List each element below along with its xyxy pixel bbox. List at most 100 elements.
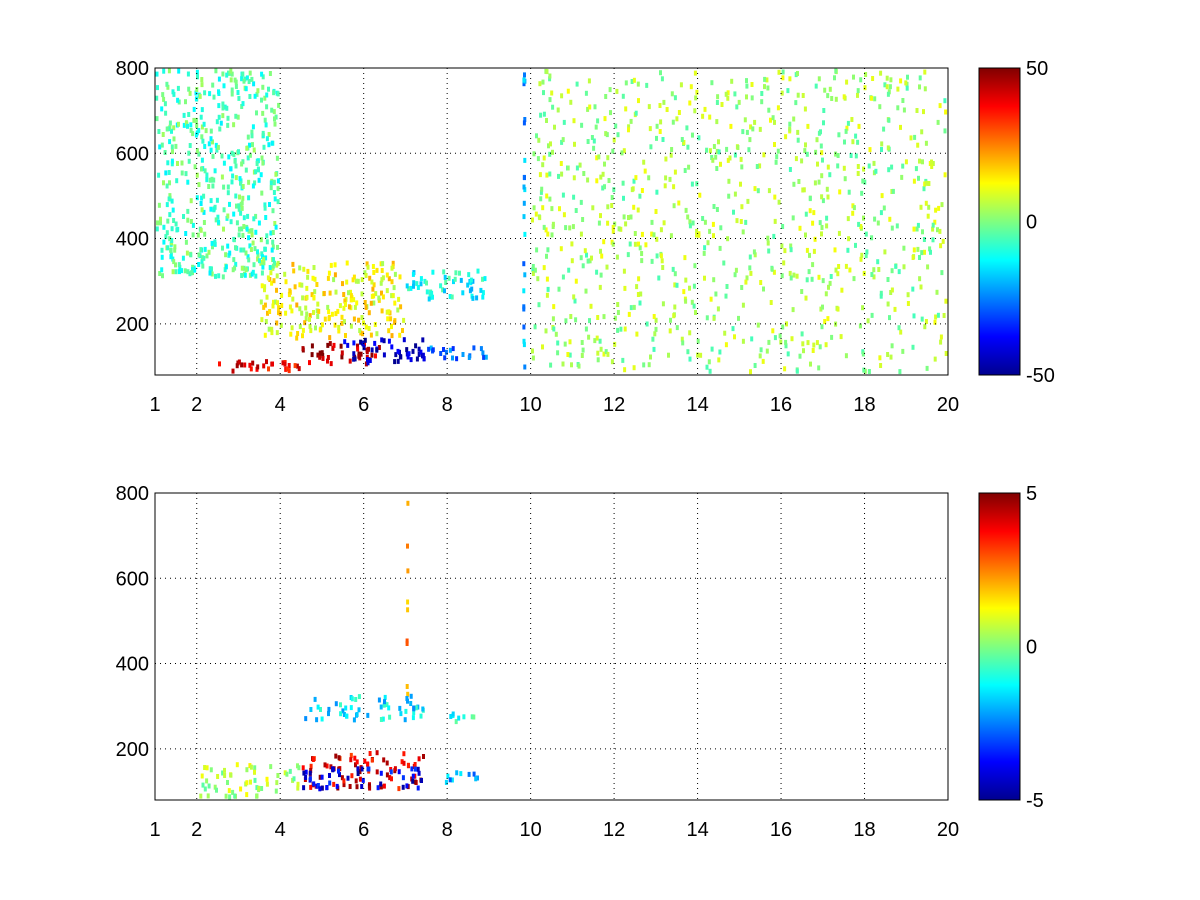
heatmap-cell — [693, 263, 697, 269]
heatmap-cell — [217, 103, 221, 109]
heatmap-cell — [636, 292, 640, 297]
heatmap-cell — [265, 294, 269, 300]
heatmap-cell — [451, 711, 455, 717]
heatmap-cell — [889, 77, 893, 83]
heatmap-cell — [223, 773, 227, 778]
heatmap-cell — [470, 714, 474, 720]
heatmap-cell — [200, 157, 204, 163]
heatmap-cell — [590, 255, 593, 261]
heatmap-cell — [174, 143, 178, 149]
heatmap-cell — [195, 195, 199, 201]
heatmap-cell — [701, 113, 705, 119]
heatmap-cell — [726, 90, 730, 96]
heatmap-cell — [690, 299, 694, 305]
heatmap-cell — [703, 219, 707, 225]
heatmap-cell — [393, 359, 397, 365]
heatmap-cell — [355, 784, 359, 790]
heatmap-cell — [251, 183, 255, 189]
heatmap-cell — [638, 193, 642, 199]
heatmap-cell — [285, 366, 289, 372]
heatmap-cell — [842, 165, 846, 171]
heatmap-cell — [926, 264, 930, 270]
heatmap-cell — [697, 231, 701, 237]
heatmap-cell — [220, 153, 224, 159]
heatmap-cell — [848, 267, 852, 273]
heatmap-cell — [616, 302, 620, 307]
heatmap-cell — [259, 299, 263, 305]
heatmap-cell — [156, 85, 159, 91]
heatmap-cell — [762, 286, 765, 292]
heatmap-cell — [837, 264, 841, 269]
heatmap-cell — [411, 773, 415, 779]
heatmap-cell — [825, 223, 829, 229]
heatmap-cell — [634, 110, 638, 116]
heatmap-cell — [735, 218, 739, 224]
heatmap-cell — [257, 167, 260, 173]
heatmap-cell — [417, 351, 421, 357]
heatmap-cell — [912, 313, 916, 319]
heatmap-cell — [614, 123, 618, 129]
heatmap-cell — [711, 221, 715, 227]
y-tick-label: 800 — [116, 483, 149, 505]
heatmap-cell — [612, 187, 616, 193]
heatmap-cell — [340, 314, 344, 320]
heatmap-cell — [566, 165, 570, 171]
heatmap-cell — [645, 321, 649, 327]
heatmap-cell — [300, 282, 304, 288]
heatmap-cell — [215, 787, 218, 793]
heatmap-cell — [196, 232, 200, 238]
heatmap-cell — [164, 234, 168, 240]
heatmap-cell — [263, 302, 267, 308]
heatmap-cell — [476, 268, 480, 274]
heatmap-cell — [261, 84, 265, 90]
x-tick-label: 12 — [603, 394, 625, 416]
heatmap-cell — [760, 91, 764, 96]
heatmap-cell — [221, 770, 225, 776]
heatmap-cell — [821, 278, 825, 284]
heatmap-cell — [349, 757, 353, 763]
heatmap-cell — [623, 326, 627, 332]
heatmap-cell — [401, 328, 404, 333]
heatmap-cell — [922, 186, 926, 192]
heatmap-cell — [541, 344, 544, 350]
heatmap-cell — [273, 116, 276, 122]
heatmap-cell — [257, 177, 261, 183]
heatmap-cell — [382, 352, 386, 358]
heatmap-cell — [622, 214, 626, 220]
heatmap-cell — [405, 283, 409, 289]
heatmap-cell — [724, 293, 728, 299]
heatmap-cell — [749, 369, 752, 375]
heatmap-cell — [878, 104, 882, 110]
heatmap-cell — [726, 157, 730, 163]
heatmap-cell — [763, 84, 766, 90]
heatmap-cell — [944, 109, 948, 115]
x-tick-label: 6 — [358, 394, 369, 416]
heatmap-cell — [200, 166, 203, 172]
heatmap-cell — [396, 358, 400, 364]
heatmap-cell — [640, 251, 644, 256]
heatmap-cell — [599, 272, 603, 278]
heatmap-cell — [374, 353, 377, 359]
heatmap-cell — [791, 307, 795, 313]
heatmap-cell — [337, 768, 340, 774]
heatmap-cell — [599, 213, 602, 219]
heatmap-cell — [827, 284, 830, 290]
heatmap-cell — [412, 283, 415, 289]
heatmap-cell — [431, 269, 435, 275]
heatmap-cell — [668, 328, 672, 334]
heatmap-cell — [352, 340, 356, 346]
heatmap-cell — [551, 316, 555, 322]
heatmap-cell — [232, 152, 236, 157]
heatmap-cell — [393, 766, 397, 772]
heatmap-cell — [195, 148, 199, 154]
heatmap-cell — [778, 333, 782, 339]
heatmap-cell — [655, 253, 659, 259]
heatmap-cell — [647, 175, 651, 181]
heatmap-cell — [599, 174, 603, 180]
heatmap-cell — [837, 230, 841, 236]
heatmap-cell — [883, 82, 887, 88]
heatmap-cell — [256, 256, 260, 262]
heatmap-cell — [406, 500, 410, 506]
heatmap-cell — [263, 95, 267, 101]
heatmap-cell — [740, 285, 744, 290]
